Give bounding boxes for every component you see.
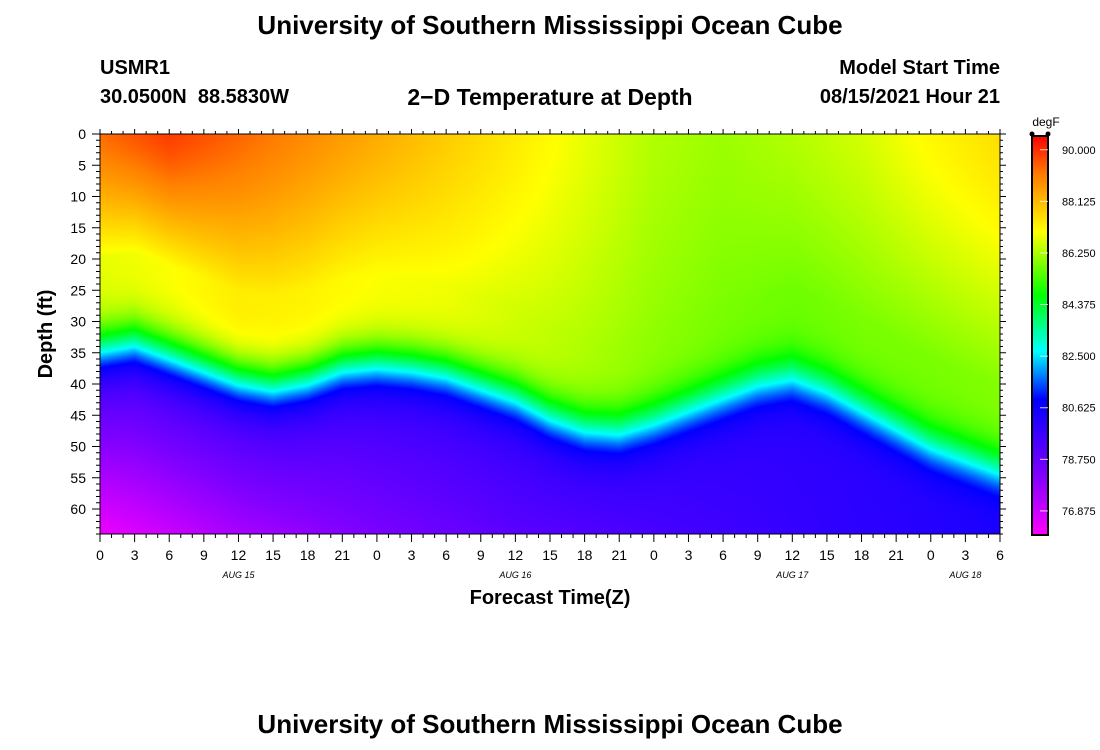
x-tick-label: 3 <box>131 547 139 563</box>
colorbar-tick-label: 80.625 <box>1062 403 1096 415</box>
colorbar-tick-label: 76.875 <box>1062 506 1096 518</box>
y-tick-label: 15 <box>70 220 86 236</box>
x-tick-label: 3 <box>408 547 416 563</box>
x-tick-label: 9 <box>200 547 208 563</box>
y-tick-label: 30 <box>70 314 86 330</box>
x-tick-label: 21 <box>611 547 627 563</box>
y-tick-label: 0 <box>78 126 86 142</box>
colorbar <box>1031 135 1049 536</box>
footer-title: University of Southern Mississippi Ocean… <box>257 709 843 739</box>
x-tick-label: 12 <box>231 547 247 563</box>
x-tick-label: 15 <box>265 547 281 563</box>
colorbar-tick-label: 84.375 <box>1062 300 1096 312</box>
x-tick-label: 6 <box>996 547 1004 563</box>
y-axis-label: Depth (ft) <box>35 290 57 379</box>
chart-subtitle: 2−D Temperature at Depth <box>407 84 693 110</box>
colorbar-top-marker <box>1045 131 1051 137</box>
x-tick-label: 9 <box>477 547 485 563</box>
station-coordinates: 30.0500N 88.5830W <box>100 86 290 108</box>
y-tick-label: 25 <box>70 282 86 298</box>
date-label: AUG 16 <box>498 570 531 580</box>
x-tick-label: 15 <box>819 547 835 563</box>
x-tick-label: 3 <box>961 547 969 563</box>
colorbar-tick-label: 78.750 <box>1062 454 1096 466</box>
model-start-label: Model Start Time <box>839 57 1000 79</box>
x-tick-label: 0 <box>650 547 658 563</box>
y-tick-label: 40 <box>70 376 86 392</box>
y-tick-label: 60 <box>70 501 86 517</box>
x-axis-label: Forecast Time(Z) <box>470 587 631 609</box>
x-tick-label: 6 <box>165 547 173 563</box>
x-tick-label: 6 <box>719 547 727 563</box>
y-axis: 0 5 10 15 20 25 30 35 40 45 50 55 60 <box>70 126 1006 535</box>
y-tick-label: 50 <box>70 439 86 455</box>
x-tick-label: 3 <box>685 547 693 563</box>
colorbar-unit: degF <box>1032 115 1059 129</box>
date-labels: AUG 15 AUG 16 AUG 17 AUG 18 <box>221 570 981 580</box>
date-label: AUG 15 <box>221 570 255 580</box>
x-tick-label: 0 <box>96 547 104 563</box>
y-tick-label: 45 <box>70 407 86 423</box>
date-label: AUG 18 <box>948 570 981 580</box>
page-title: University of Southern Mississippi Ocean… <box>257 10 843 40</box>
x-tick-label: 18 <box>300 547 316 563</box>
y-tick-label: 10 <box>70 189 86 205</box>
x-axis: 0 3 6 9 12 15 18 21 0 3 6 9 12 15 18 21 0 3 6 9 12 15 18 21 0 3 6 <box>96 129 1004 563</box>
date-label: AUG 17 <box>775 570 809 580</box>
colorbar-tick-label: 86.250 <box>1062 248 1096 260</box>
colorbar-tick-label: 82.500 <box>1062 351 1096 363</box>
x-tick-label: 21 <box>888 547 904 563</box>
model-start-time: 08/15/2021 Hour 21 <box>819 86 1000 108</box>
colorbar-ticks: 90.000 88.125 86.250 84.375 82.500 80.625 78.7… <box>1040 145 1096 518</box>
x-tick-label: 15 <box>542 547 558 563</box>
colorbar-tick-label: 88.125 <box>1062 196 1096 208</box>
y-tick-label: 55 <box>70 470 86 486</box>
x-tick-label: 12 <box>508 547 524 563</box>
y-tick-label: 5 <box>78 157 86 173</box>
x-tick-label: 9 <box>754 547 762 563</box>
x-tick-label: 21 <box>335 547 351 563</box>
y-tick-label: 20 <box>70 251 86 267</box>
heatmap-canvas <box>100 134 1000 534</box>
x-tick-label: 0 <box>927 547 935 563</box>
x-tick-label: 6 <box>442 547 450 563</box>
colorbar-top-marker <box>1029 131 1035 137</box>
heatmap-plot-area <box>100 134 1000 534</box>
y-tick-label: 35 <box>70 345 86 361</box>
x-tick-label: 12 <box>785 547 801 563</box>
x-tick-label: 0 <box>373 547 381 563</box>
x-tick-label: 18 <box>854 547 870 563</box>
colorbar-tick-label: 90.000 <box>1062 145 1096 157</box>
station-id: USMR1 <box>100 57 171 79</box>
x-tick-label: 18 <box>577 547 593 563</box>
